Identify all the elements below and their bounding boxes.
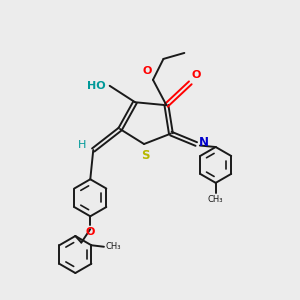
Text: H: H bbox=[78, 140, 87, 150]
Text: O: O bbox=[192, 70, 201, 80]
Text: S: S bbox=[141, 149, 149, 162]
Text: CH₃: CH₃ bbox=[208, 195, 224, 204]
Text: N: N bbox=[198, 136, 208, 149]
Text: O: O bbox=[142, 66, 152, 76]
Text: HO: HO bbox=[87, 81, 105, 91]
Text: O: O bbox=[85, 227, 95, 237]
Text: CH₃: CH₃ bbox=[105, 242, 121, 251]
